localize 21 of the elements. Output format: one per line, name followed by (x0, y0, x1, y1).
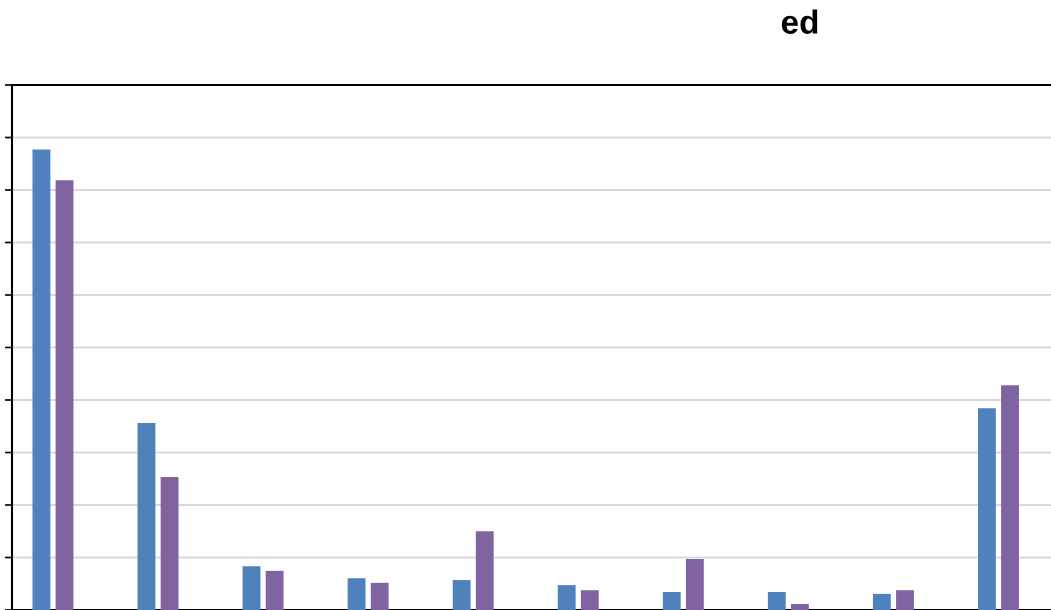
bar (347, 578, 366, 610)
bar (452, 580, 471, 610)
bar (557, 585, 576, 610)
bar (977, 408, 996, 610)
bar (55, 180, 74, 610)
bar (160, 476, 179, 610)
bar (1001, 385, 1019, 610)
bar (475, 531, 494, 610)
bar (32, 149, 51, 610)
bar (265, 570, 284, 610)
bar (580, 590, 599, 610)
bar (896, 590, 914, 610)
bar (685, 558, 704, 610)
bar (137, 423, 156, 610)
chart-title: ed (781, 9, 818, 34)
bar (370, 582, 389, 610)
bar (790, 604, 809, 610)
bar (662, 592, 681, 610)
bar (872, 593, 891, 610)
bar (242, 566, 261, 610)
bar (767, 592, 786, 610)
